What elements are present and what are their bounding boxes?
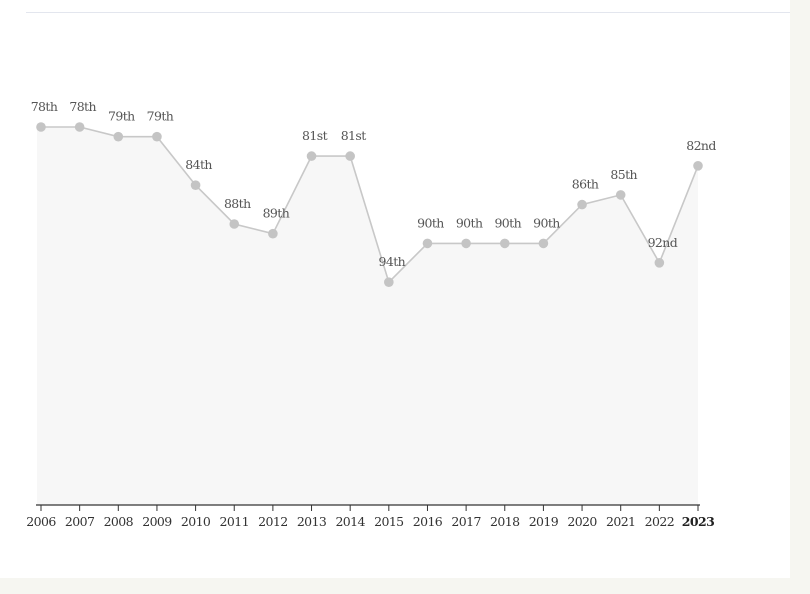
- data-label: 92nd: [648, 235, 678, 250]
- x-tick-label: 2013: [297, 514, 327, 529]
- data-point: [422, 238, 433, 249]
- data-label: 88th: [224, 196, 251, 211]
- data-label: 85th: [610, 167, 637, 182]
- data-label: 79th: [108, 109, 135, 124]
- data-point: [615, 190, 626, 200]
- data-label: 79th: [147, 109, 174, 124]
- x-tick-label: 2023: [682, 514, 714, 529]
- data-label: 78th: [31, 99, 58, 114]
- data-label: 78th: [69, 99, 96, 114]
- data-point: [499, 238, 510, 249]
- x-tick-label: 2018: [490, 514, 520, 529]
- x-tick-label: 2021: [606, 514, 635, 529]
- x-tick-label: 2020: [567, 514, 597, 529]
- x-tick-label: 2014: [335, 514, 365, 529]
- data-point: [268, 228, 278, 239]
- data-label: 81st: [341, 128, 367, 143]
- data-point: [461, 238, 471, 249]
- data-label: 81st: [302, 128, 328, 143]
- data-point: [113, 131, 124, 142]
- series-line: [41, 126, 699, 284]
- data-point: [384, 277, 394, 288]
- data-point: [577, 199, 587, 210]
- data-point: [74, 122, 85, 132]
- x-tick-label: 2010: [181, 514, 211, 529]
- area-fill: [37, 127, 698, 505]
- x-tick-label: 2022: [645, 514, 674, 529]
- data-label: 90th: [417, 215, 444, 230]
- data-point: [36, 122, 46, 132]
- data-label: 90th: [494, 215, 521, 230]
- x-tick-label: 2012: [258, 514, 287, 529]
- x-tick-label: 2015: [374, 514, 403, 529]
- data-label: 90th: [533, 215, 560, 230]
- data-point: [345, 151, 355, 161]
- x-tick-label: 2019: [529, 514, 559, 529]
- x-tick-label: 2007: [65, 514, 95, 529]
- data-point: [229, 219, 240, 229]
- data-point: [152, 131, 162, 142]
- x-tick-label: 2016: [413, 514, 443, 529]
- data-point: [190, 180, 201, 190]
- panel-divider: [26, 12, 790, 13]
- data-label: 84th: [185, 157, 212, 172]
- data-point: [306, 151, 317, 161]
- data-label: 89th: [263, 206, 290, 221]
- chart-panel: 2006 2007 2008 2009 2010 2011 2012 2013 2014 2015…: [0, 0, 790, 578]
- x-tick-label: 2017: [451, 514, 481, 529]
- data-label: 82nd: [686, 138, 716, 153]
- x-tick-label: 2006: [26, 514, 56, 529]
- rank-area-chart: 2006 2007 2008 2009 2010 2011 2012 2013 2014 2015…: [26, 99, 717, 529]
- x-tick-label: 2008: [104, 514, 134, 529]
- data-label: 94th: [379, 254, 406, 269]
- x-tick-label: 2009: [142, 514, 172, 529]
- data-label: 90th: [456, 215, 483, 230]
- data-point: [654, 258, 665, 268]
- data-point: [538, 238, 549, 249]
- x-tick-label: 2011: [220, 514, 249, 529]
- data-point: [693, 161, 703, 171]
- data-label: 86th: [572, 177, 599, 192]
